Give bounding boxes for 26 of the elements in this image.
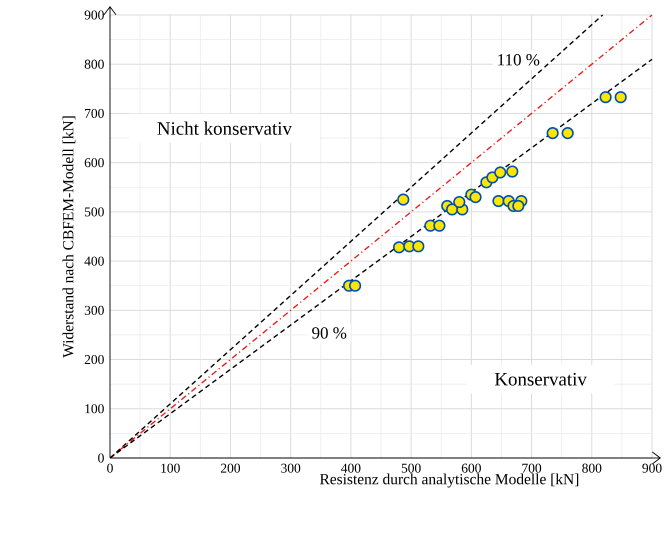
annotation: 110 %: [498, 54, 540, 66]
y-tick-label: 100: [85, 404, 104, 414]
y-tick-label: 900: [84, 10, 104, 20]
x-tick-label: 800: [582, 464, 602, 473]
y-tick-label: 0: [98, 453, 104, 463]
y-tick-label: 300: [84, 306, 104, 315]
annotation: Nicht konservativ: [157, 122, 292, 135]
y-tick-label: 600: [84, 158, 104, 168]
y-tick-label: 400: [84, 256, 104, 266]
x-tick-label: 300: [281, 464, 300, 473]
x-tick-label: 400: [341, 464, 360, 473]
x-tick-label: 200: [220, 464, 240, 473]
y-axis-title: Widerstand nach CBFEM-Modell [kN]: [62, 116, 76, 358]
y-tick-label: 500: [84, 207, 104, 216]
x-tick-label: 600: [462, 464, 481, 473]
x-axis-title: Resistenz durch analytische Modelle [kN]: [320, 473, 578, 488]
y-tick-label: 800: [84, 60, 104, 69]
y-tick-label: 700: [85, 108, 104, 118]
x-tick-label: 700: [522, 464, 542, 473]
x-tick-label: 0: [107, 464, 113, 473]
annotation: Konservativ: [494, 372, 587, 386]
y-tick-label: 200: [84, 355, 104, 364]
annotation: 90 %: [312, 327, 346, 339]
x-tick-label: 100: [161, 464, 180, 473]
x-tick-label: 500: [402, 464, 421, 473]
x-tick-label: 900: [642, 464, 662, 473]
